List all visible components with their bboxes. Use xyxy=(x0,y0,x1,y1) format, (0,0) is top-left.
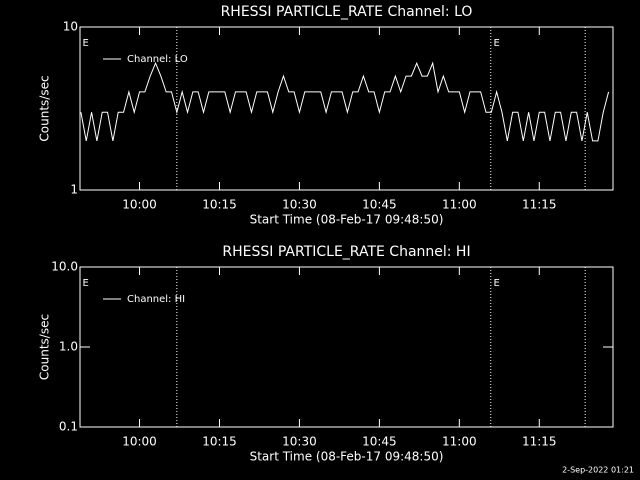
event-label: E xyxy=(83,278,89,289)
chart-title: RHESSI PARTICLE_RATE Channel: HI xyxy=(222,244,470,260)
plot-frame xyxy=(79,26,614,191)
y-tick-label: 1.0 xyxy=(59,340,78,354)
event-label: E xyxy=(493,38,499,49)
x-tick-label: 11:00 xyxy=(442,435,477,449)
footer: 2-Sep-2022 01:21 xyxy=(562,466,634,475)
x-axis-label: Start Time (08-Feb-17 09:48:50) xyxy=(250,213,444,227)
chart-title: RHESSI PARTICLE_RATE Channel: LO xyxy=(221,4,473,20)
legend-label: Channel: HI xyxy=(127,294,185,305)
y-tick-label: 0.1 xyxy=(59,420,78,434)
x-tick-label: 11:15 xyxy=(522,198,557,212)
x-tick-label: 10:45 xyxy=(362,435,397,449)
x-tick-label: 10:30 xyxy=(282,435,317,449)
x-tick-label: 10:15 xyxy=(202,435,237,449)
x-tick-label: 10:15 xyxy=(202,198,237,212)
x-tick-label: 11:15 xyxy=(522,435,557,449)
event-label: E xyxy=(493,278,499,289)
data-line xyxy=(80,61,610,142)
y-tick-label: 10 xyxy=(63,20,78,34)
event-label: E xyxy=(83,38,89,49)
x-axis-label: Start Time (08-Feb-17 09:48:50) xyxy=(250,450,444,464)
x-tick-label: 10:45 xyxy=(362,198,397,212)
y-tick-label: 10.0 xyxy=(51,260,78,274)
x-tick-label: 10:30 xyxy=(282,198,317,212)
y-axis-label: Counts/sec xyxy=(38,75,52,141)
x-tick-label: 10:00 xyxy=(122,435,157,449)
x-tick-label: 11:00 xyxy=(442,198,477,212)
y-axis-label: Counts/sec xyxy=(38,314,52,380)
x-tick-label: 10:00 xyxy=(122,198,157,212)
legend-label: Channel: LO xyxy=(127,54,188,65)
y-tick-label: 1 xyxy=(70,183,78,197)
